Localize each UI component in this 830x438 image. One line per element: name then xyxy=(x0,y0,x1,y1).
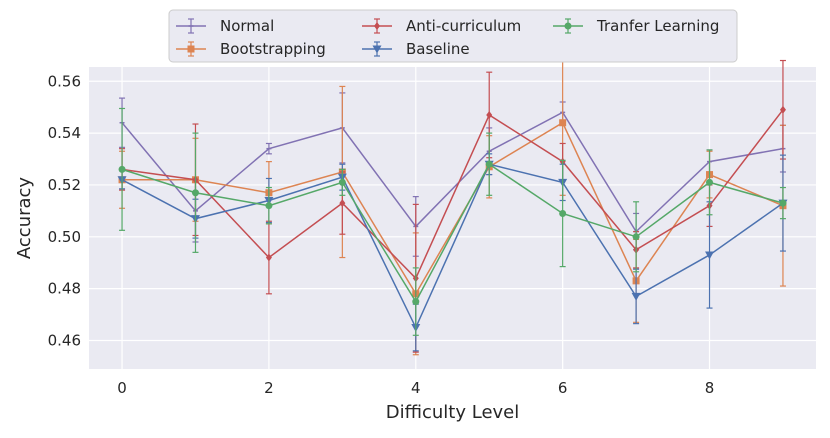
data-point xyxy=(486,110,493,119)
data-point xyxy=(118,165,126,173)
legend-swatch-marker xyxy=(372,45,382,54)
data-point xyxy=(191,189,199,197)
series-anti-curriculum xyxy=(119,59,786,353)
x-tick-label: 4 xyxy=(411,379,421,397)
legend-label: Tranfer Learning xyxy=(596,17,719,35)
data-point xyxy=(339,199,346,208)
data-point xyxy=(705,251,715,260)
y-tick-label: 0.48 xyxy=(48,280,81,298)
data-point xyxy=(559,119,567,127)
legend-swatch-marker xyxy=(564,22,572,30)
data-point xyxy=(706,178,714,186)
data-point xyxy=(412,298,420,306)
data-point xyxy=(632,233,640,241)
legend-item: Normal xyxy=(176,17,274,35)
series-line xyxy=(121,111,784,233)
legend-label: Anti-curriculum xyxy=(406,17,521,35)
x-tick-label: 2 xyxy=(264,379,274,397)
series-line xyxy=(121,163,784,304)
legend-box xyxy=(168,9,738,63)
legend-label: Normal xyxy=(220,17,274,35)
legend-swatch-marker xyxy=(187,45,195,53)
y-tick-label: 0.50 xyxy=(48,228,81,246)
data-point xyxy=(485,160,493,168)
x-tick-label: 6 xyxy=(558,379,568,397)
legend-item: Tranfer Learning xyxy=(553,17,719,35)
series-layer xyxy=(117,49,788,356)
x-axis-label: Difficulty Level xyxy=(386,402,520,423)
y-tick-label: 0.52 xyxy=(48,176,81,194)
legend-item: Anti-curriculum xyxy=(362,17,521,35)
data-point xyxy=(779,105,786,114)
data-point xyxy=(779,199,787,207)
data-point xyxy=(265,253,272,262)
legend-label: Bootstrapping xyxy=(220,40,326,58)
series-line xyxy=(121,163,784,330)
y-tick-labels: 0.46 0.48 0.50 0.52 0.54 0.56 xyxy=(48,72,81,349)
x-tick-label: 0 xyxy=(117,379,127,397)
legend-item: Baseline xyxy=(362,40,470,58)
y-tick-label: 0.54 xyxy=(48,124,81,142)
y-axis-label: Accuracy xyxy=(14,177,35,260)
legend: Normal Bootstrapping Anti-curriculum Baseli… xyxy=(168,9,738,63)
legend-item: Bootstrapping xyxy=(176,40,326,58)
data-point xyxy=(265,202,273,210)
x-tick-labels: 0 2 4 6 8 xyxy=(117,379,714,397)
legend-label: Baseline xyxy=(406,40,470,58)
legend-swatch-marker xyxy=(374,22,380,30)
data-point xyxy=(338,178,346,186)
series-line xyxy=(121,109,784,280)
y-tick-label: 0.46 xyxy=(48,331,81,349)
x-tick-label: 8 xyxy=(705,379,715,397)
y-tick-label: 0.56 xyxy=(48,72,81,90)
data-point xyxy=(559,209,567,217)
series-tranfer-learning xyxy=(118,107,787,336)
data-point xyxy=(631,292,641,301)
plot-area xyxy=(89,67,816,369)
